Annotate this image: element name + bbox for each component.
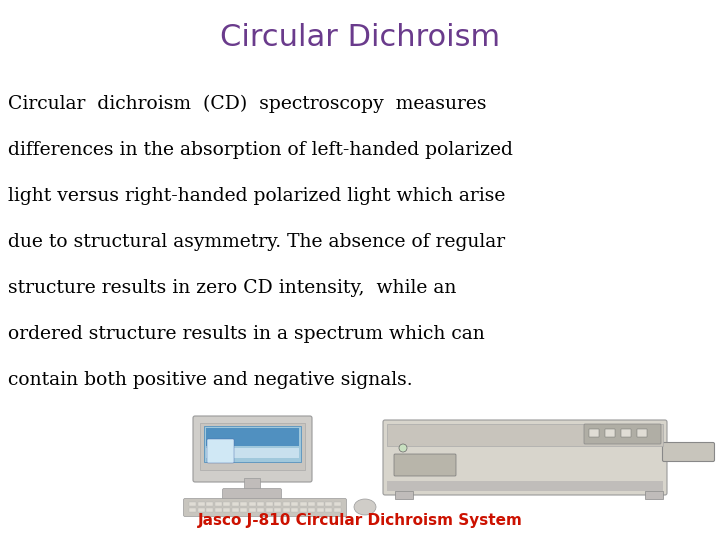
Bar	[274, 508, 281, 511]
Bar	[387, 424, 663, 446]
Bar	[232, 508, 238, 511]
Bar	[589, 429, 599, 437]
Bar	[189, 508, 196, 511]
Circle shape	[399, 444, 407, 452]
Bar	[197, 502, 204, 506]
Bar	[240, 502, 247, 506]
Bar	[204, 426, 301, 462]
Bar	[257, 502, 264, 506]
Bar	[291, 508, 298, 511]
Text: ordered structure results in a spectrum which can: ordered structure results in a spectrum …	[8, 325, 485, 343]
Bar	[395, 491, 413, 499]
Bar	[300, 508, 307, 511]
Text: due to structural asymmetry. The absence of regular: due to structural asymmetry. The absence…	[8, 233, 505, 251]
Bar	[232, 502, 238, 506]
Bar	[223, 508, 230, 511]
Bar	[282, 502, 289, 506]
Bar	[200, 423, 305, 470]
Bar	[257, 508, 264, 511]
FancyBboxPatch shape	[584, 424, 661, 444]
FancyBboxPatch shape	[193, 416, 312, 482]
Bar	[317, 508, 323, 511]
Bar	[637, 429, 647, 437]
Bar	[223, 502, 230, 506]
Bar	[325, 508, 332, 511]
Text: Jasco J-810 Circular Dichroism System: Jasco J-810 Circular Dichroism System	[197, 512, 523, 528]
Bar	[605, 429, 615, 437]
FancyBboxPatch shape	[662, 442, 714, 462]
Bar	[206, 428, 299, 446]
Text: Circular  dichroism  (CD)  spectroscopy  measures: Circular dichroism (CD) spectroscopy mea…	[8, 95, 487, 113]
Bar	[387, 481, 663, 491]
FancyBboxPatch shape	[207, 439, 234, 463]
Bar	[244, 478, 260, 492]
Bar	[248, 508, 256, 511]
FancyBboxPatch shape	[383, 420, 667, 495]
Bar	[325, 502, 332, 506]
Text: light versus right-handed polarized light which arise: light versus right-handed polarized ligh…	[8, 187, 505, 205]
Bar	[333, 502, 341, 506]
FancyBboxPatch shape	[394, 454, 456, 476]
Text: differences in the absorption of left-handed polarized: differences in the absorption of left-ha…	[8, 141, 513, 159]
Bar	[266, 508, 272, 511]
Bar	[291, 502, 298, 506]
Bar	[266, 502, 272, 506]
Bar	[308, 508, 315, 511]
FancyBboxPatch shape	[184, 498, 346, 516]
Bar	[189, 502, 196, 506]
Bar	[206, 448, 299, 458]
Bar	[215, 502, 222, 506]
Bar	[206, 508, 213, 511]
Bar	[300, 502, 307, 506]
Bar	[274, 502, 281, 506]
Text: Circular Dichroism: Circular Dichroism	[220, 24, 500, 52]
Bar	[333, 508, 341, 511]
Bar	[215, 508, 222, 511]
Bar	[240, 508, 247, 511]
Bar	[197, 508, 204, 511]
Bar	[308, 502, 315, 506]
Bar	[645, 491, 663, 499]
Bar	[317, 502, 323, 506]
Bar	[248, 502, 256, 506]
Bar	[282, 508, 289, 511]
Bar	[206, 502, 213, 506]
Bar	[621, 429, 631, 437]
Text: contain both positive and negative signals.: contain both positive and negative signa…	[8, 371, 413, 389]
Text: structure results in zero CD intensity,  while an: structure results in zero CD intensity, …	[8, 279, 456, 297]
FancyBboxPatch shape	[222, 489, 282, 500]
Ellipse shape	[354, 499, 376, 515]
